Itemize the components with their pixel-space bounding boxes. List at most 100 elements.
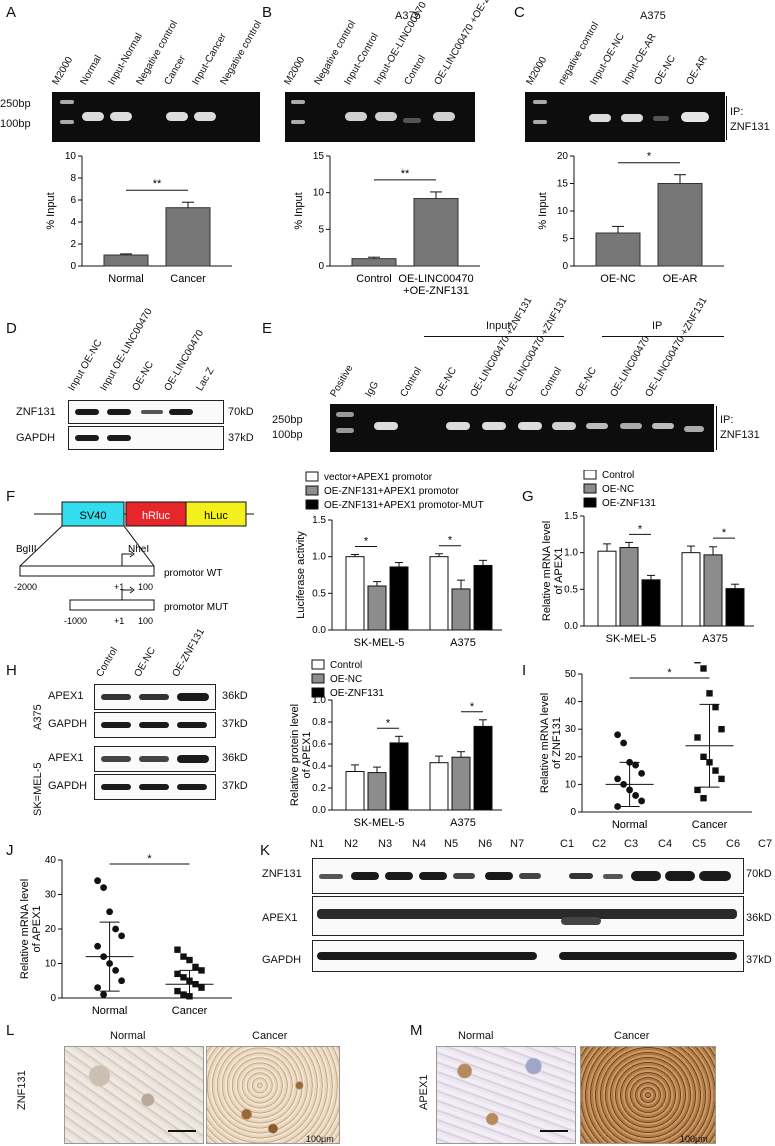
blot-k-lane-2: N3 [378, 838, 393, 850]
blot-k-lane-13: C7 [758, 838, 773, 850]
gel-e [330, 404, 714, 452]
category-label: OE-LINC00470 [398, 273, 473, 285]
blot-h-row-gapdh-s: GAPDH [48, 780, 88, 792]
category-label: Normal [108, 273, 143, 285]
significance-mark: * [647, 151, 652, 163]
data-point [700, 795, 707, 802]
legend-swatch [305, 499, 319, 510]
ip-target-c: ZNF131 [730, 121, 770, 133]
blot-h-row-apex1-a: APEX1 [48, 690, 84, 702]
gel-a-lane-1: Normal [78, 53, 105, 87]
category-label: Cancer [692, 819, 728, 831]
blot-h-gapdh-a375 [94, 712, 216, 738]
data-point [180, 991, 187, 998]
gel-e-lane-2: Control [398, 365, 425, 399]
tick-label: 1.0 [564, 548, 578, 559]
bar [473, 725, 493, 811]
gel-b [285, 92, 475, 142]
bar [429, 762, 449, 811]
tick-label: 20 [557, 151, 569, 162]
y-axis-label: Luciferase activity [295, 531, 307, 619]
legend-entry: Control [330, 660, 362, 671]
data-point [718, 775, 725, 783]
panel-label-i: I [522, 662, 527, 679]
blot-d-size-70: 70kD [228, 406, 254, 418]
blot-h-row-gapdh-a: GAPDH [48, 718, 88, 730]
data-point [100, 884, 107, 891]
y-axis-label: % Input [45, 192, 57, 229]
ip-target-e: ZNF131 [720, 429, 760, 441]
blot-k-row-apex1: APEX1 [262, 912, 298, 924]
panel-label-k: K [260, 842, 271, 859]
bar [451, 756, 471, 811]
coord-mut-tss: +1 [114, 616, 124, 626]
bar [413, 198, 459, 267]
significance-mark: * [448, 535, 453, 547]
ihc-l-normal [64, 1046, 204, 1144]
tick-label: 10 [313, 188, 325, 199]
blot-h-size-3: 37kD [222, 780, 248, 792]
legend-swatch [305, 471, 319, 482]
blot-h-cell-a375: A375 [32, 704, 44, 730]
gel-c [525, 92, 725, 142]
significance-mark: * [364, 535, 369, 547]
significance-mark: * [638, 523, 643, 535]
tick-label: 0.4 [312, 761, 326, 772]
ihc-l-title-normal: Normal [110, 1030, 146, 1042]
tick-label: 1.0 [312, 695, 326, 706]
hrluc-box [125, 501, 187, 527]
gel-b-lane-4: Control [402, 53, 429, 87]
gel-e-lane-0: Positive [328, 363, 356, 399]
data-point [94, 877, 101, 885]
significance-mark: ** [153, 178, 162, 190]
data-point [614, 803, 621, 810]
coord-mut-end: 100 [138, 616, 153, 626]
panel-label-b: B [262, 4, 273, 21]
blot-d-row-znf131: ZNF131 [16, 406, 56, 418]
panel-b-title: A375 [395, 10, 421, 22]
ihc-m-cancer [580, 1046, 716, 1144]
tick-label: 30 [45, 890, 57, 901]
category-label: A375 [702, 633, 728, 645]
data-point [186, 956, 193, 964]
blot-k-apex1 [312, 896, 744, 936]
tick-label: 15 [313, 151, 325, 162]
blot-h-apex1-skmel5 [94, 746, 216, 772]
tick-label: 1.0 [312, 552, 326, 563]
tick-label: 1.5 [564, 511, 578, 522]
data-point [100, 991, 107, 998]
blot-d-row-gapdh: GAPDH [16, 432, 56, 444]
gel-b-lane-0: M2000 [282, 55, 308, 87]
blot-h-lane-1: OE-NC [132, 645, 159, 679]
tick-label: 0.0 [312, 805, 326, 816]
panel-e-group-input: Input [486, 320, 511, 332]
data-point [180, 974, 187, 981]
legend-entry: Control [602, 470, 634, 481]
blot-h-size-2: 36kD [222, 752, 248, 764]
blot-k-lane-12: C6 [726, 838, 741, 850]
legend-swatch [583, 470, 597, 480]
gel-c-lane-0: M2000 [524, 55, 550, 87]
blot-h-size-1: 37kD [222, 718, 248, 730]
significance-mark: * [147, 853, 152, 865]
panel-e-group-ip: IP [652, 320, 663, 332]
data-point [112, 925, 119, 933]
bar [597, 550, 617, 627]
bar [429, 556, 449, 631]
tick-label: 8 [70, 173, 76, 184]
chart-b: 0 5 10 15 % Input Control OE-LINC00470+OE-ZNF1… [293, 151, 480, 297]
blot-k-lane-10: C4 [658, 838, 673, 850]
y-axis-label: of APEX1 [301, 731, 313, 778]
panel-c-title: A375 [640, 10, 666, 22]
bar [451, 588, 471, 631]
legend-swatch [311, 687, 325, 698]
gel-e-lane-7: OE-NC [573, 365, 600, 399]
bar [345, 771, 365, 811]
ihc-m-stain: APEX1 [418, 1074, 430, 1110]
legend-swatch [311, 673, 325, 684]
gel-a-lane-4: Cancer [162, 53, 189, 87]
gel-b-lane-5: OE-LINC00470 +OE-ZNF131 [432, 0, 508, 87]
panel-label-m: M [410, 1022, 423, 1039]
y-axis-label: Relative mRNA level [541, 521, 553, 621]
blot-d-lane-2: OE-NC [130, 359, 157, 393]
